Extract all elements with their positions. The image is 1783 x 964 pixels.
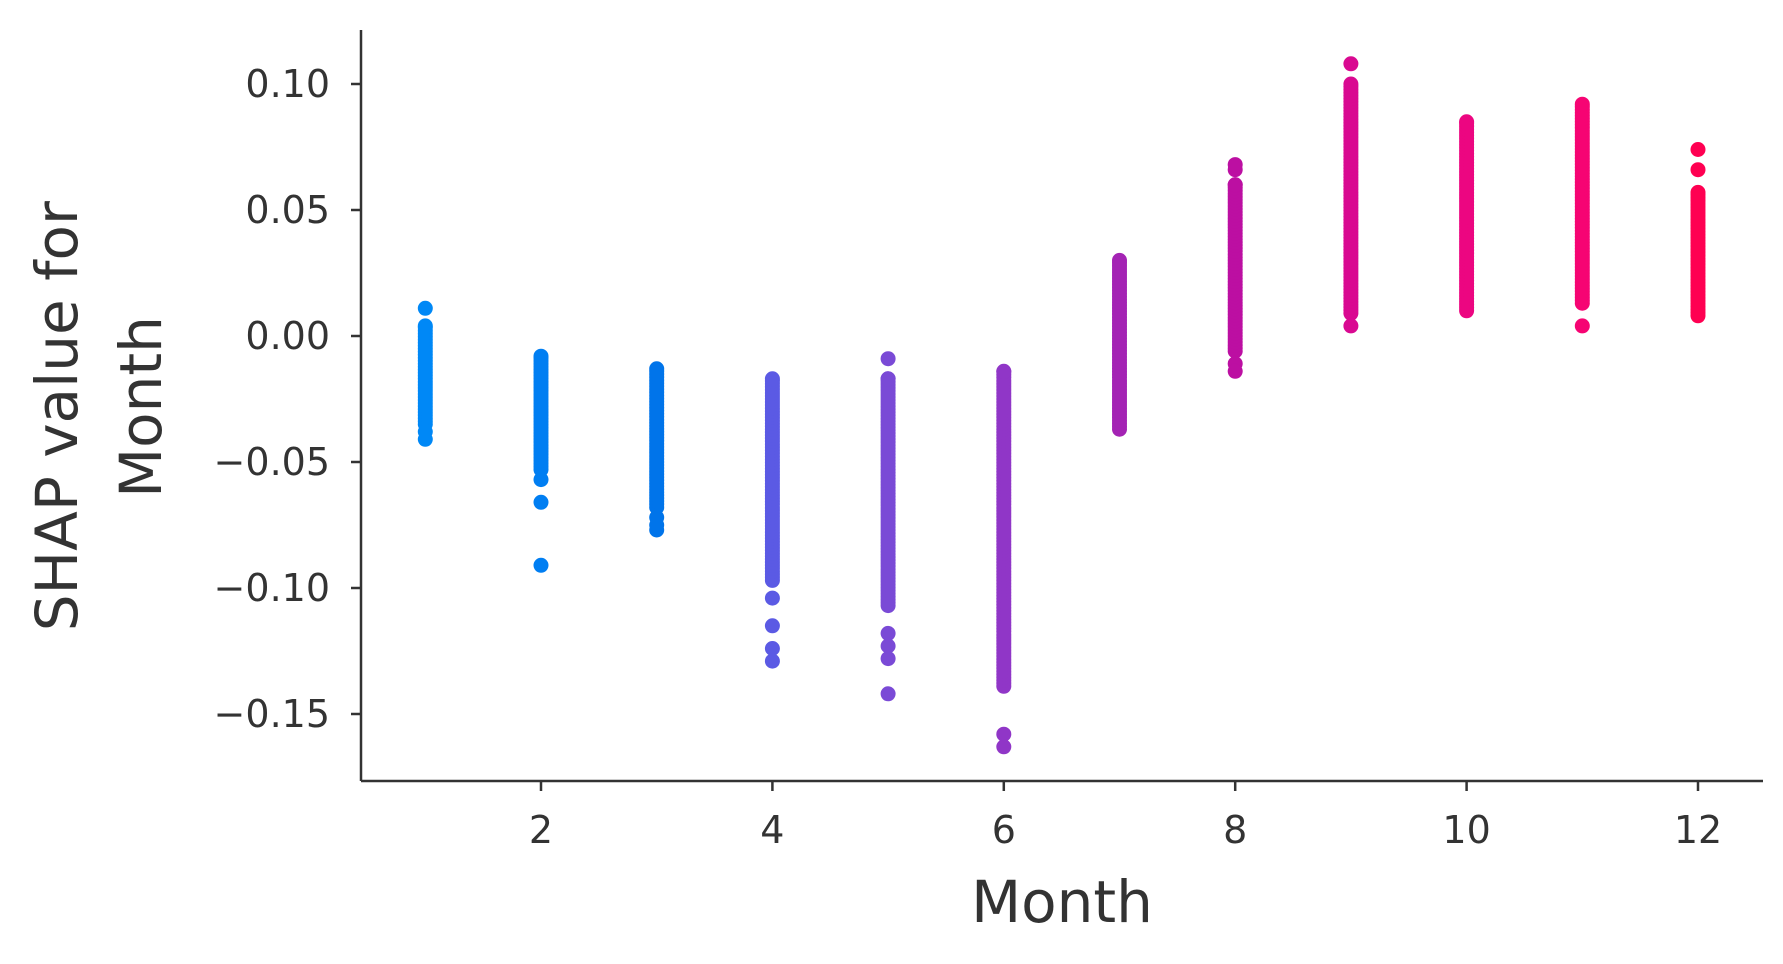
y-tick-label: −0.15 xyxy=(214,692,330,736)
data-point xyxy=(1343,318,1359,334)
data-point xyxy=(1227,363,1243,379)
data-point xyxy=(1690,184,1706,200)
data-point xyxy=(764,618,780,634)
x-axis-title: Month xyxy=(971,868,1153,936)
data-point xyxy=(533,348,549,364)
y-tick-label: 0.00 xyxy=(245,314,330,358)
data-point xyxy=(649,522,665,538)
data-point xyxy=(880,638,896,654)
data-point xyxy=(996,739,1012,755)
data-point xyxy=(417,318,433,334)
data-point xyxy=(764,371,780,387)
data-point xyxy=(1690,162,1706,178)
x-tick-label: 4 xyxy=(760,808,784,852)
data-point xyxy=(1343,76,1359,92)
data-point xyxy=(880,686,896,702)
data-point xyxy=(880,651,896,667)
x-tick-label: 8 xyxy=(1223,808,1247,852)
y-tick-label: −0.10 xyxy=(214,566,330,610)
data-point xyxy=(764,653,780,669)
data-point xyxy=(417,431,433,447)
data-point xyxy=(880,625,896,641)
data-point xyxy=(996,363,1012,379)
data-point xyxy=(417,300,433,316)
x-tick-label: 10 xyxy=(1442,808,1490,852)
points-layer xyxy=(417,56,1706,755)
data-point xyxy=(533,472,549,488)
data-point xyxy=(1343,56,1359,72)
y-axis-title-line-2: Month xyxy=(107,316,175,498)
data-point xyxy=(880,351,896,367)
data-point xyxy=(996,726,1012,742)
data-point xyxy=(1574,96,1590,112)
x-tick-label: 2 xyxy=(529,808,553,852)
data-point xyxy=(1459,114,1475,130)
data-point xyxy=(880,371,896,387)
data-point xyxy=(649,361,665,377)
x-tick-label: 12 xyxy=(1674,808,1722,852)
y-tick-label: −0.05 xyxy=(214,440,330,484)
data-point xyxy=(1227,177,1243,193)
x-axis-ticks: 2 4 6 8 10 12 xyxy=(529,781,1722,852)
data-point xyxy=(1112,252,1127,268)
x-tick-label: 6 xyxy=(992,808,1016,852)
data-point xyxy=(1690,142,1706,157)
y-axis-title: SHAP value for Month xyxy=(23,183,175,632)
y-tick-label: 0.05 xyxy=(245,188,330,232)
y-axis-title-line-1: SHAP value for xyxy=(23,201,91,631)
data-point xyxy=(1574,318,1590,334)
data-point xyxy=(764,641,780,656)
y-axis-ticks: 0.10 0.05 0.00 −0.05 −0.10 −0.15 xyxy=(214,62,361,736)
data-point xyxy=(533,494,549,510)
data-point xyxy=(533,557,549,573)
y-tick-label: 0.10 xyxy=(245,62,330,106)
data-point xyxy=(764,590,780,606)
data-point xyxy=(1227,157,1243,173)
